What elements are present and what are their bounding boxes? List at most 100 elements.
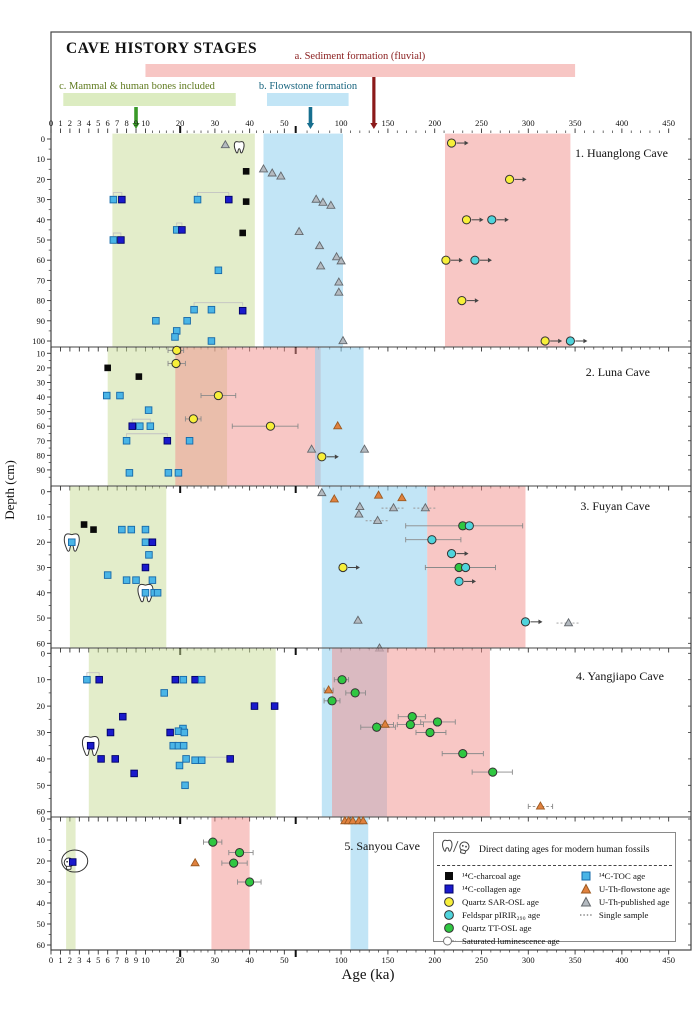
depth-tick-label: 20 xyxy=(37,174,46,184)
point-pir xyxy=(464,521,474,531)
legend-item-label: Quartz TT-OSL age xyxy=(462,922,532,933)
stage-band-pink xyxy=(332,648,490,817)
top-axis-tick-label: 10 xyxy=(141,118,150,128)
panel-label-fuyan: 3. Fuyan Cave xyxy=(580,499,650,513)
point-co xyxy=(106,728,115,737)
point-toc xyxy=(197,756,206,764)
bottom-axis-tick-label: 50 xyxy=(280,955,289,965)
point-co xyxy=(97,755,105,763)
bottom-axis-tick-label: 30 xyxy=(211,955,220,965)
point-pir xyxy=(454,576,464,587)
legend-item-label: Single sample xyxy=(598,909,649,920)
point-pir xyxy=(446,549,457,559)
depth-tick-label: 50 xyxy=(37,235,46,245)
point-up xyxy=(336,255,346,265)
point-uf xyxy=(397,492,407,502)
legend-item-label: U-Th-published age xyxy=(598,896,670,907)
point-co xyxy=(226,755,234,763)
point-uf xyxy=(190,857,200,867)
top-axis-tick-label: 3 xyxy=(77,118,81,128)
toc-square-icon xyxy=(579,870,594,882)
sample-bracket xyxy=(112,192,123,196)
point-up xyxy=(354,509,364,518)
depth-tick-label: 10 xyxy=(37,348,46,358)
depth-tick-label: 70 xyxy=(37,436,46,446)
legend-item-uth-published: U-Th-published age xyxy=(579,895,673,908)
point-toc xyxy=(109,195,118,204)
bottom-axis-tick-label: 150 xyxy=(382,955,395,965)
point-co xyxy=(270,702,279,710)
stage-band-blue xyxy=(350,817,369,950)
panel-label-huanglong: 1. Huanglong Cave xyxy=(575,146,668,160)
point-sar xyxy=(171,358,181,369)
top-axis-tick-label: 250 xyxy=(475,118,488,128)
top-axis-tick-label: 50 xyxy=(280,118,289,128)
point-pir xyxy=(520,617,531,627)
depth-tick-label: 0 xyxy=(41,134,45,144)
point-up xyxy=(338,335,348,345)
top-axis-tick-label: 300 xyxy=(522,118,535,128)
sample-bracket xyxy=(112,232,122,236)
legend-item-saturated: Saturated luminescence age xyxy=(442,934,579,947)
point-toc xyxy=(153,589,162,597)
top-axis-tick-label: 0 xyxy=(49,118,53,128)
min-age-arrow-head xyxy=(472,579,477,584)
point-tt xyxy=(245,877,255,887)
point-uf xyxy=(323,685,334,694)
depth-tick-label: 30 xyxy=(37,728,46,738)
point-toc xyxy=(193,195,202,204)
stage-band-pink xyxy=(211,817,250,950)
x-axis-title: Age (ka) xyxy=(342,967,395,983)
point-toc xyxy=(118,525,126,534)
point-sar xyxy=(265,421,276,431)
point-up xyxy=(306,444,317,453)
stage-band-pink xyxy=(444,133,571,347)
depth-tick-label: 10 xyxy=(37,512,46,522)
point-co xyxy=(225,195,233,204)
stage-bar-b xyxy=(266,93,349,106)
point-up xyxy=(315,261,326,270)
point-tt xyxy=(407,712,417,722)
min-age-arrow-head xyxy=(583,338,588,344)
legend-item-toc: ¹⁴C-TOC age xyxy=(579,869,673,882)
top-axis-tick-label: 30 xyxy=(211,118,220,128)
point-toc xyxy=(175,761,184,770)
point-uf xyxy=(358,815,368,825)
figure-title: CAVE HISTORY STAGES xyxy=(66,40,257,57)
point-toc xyxy=(180,728,189,737)
legend-item-label: ¹⁴C-collagen age xyxy=(462,883,521,894)
point-up xyxy=(220,139,231,149)
bottom-axis-tick-label: 250 xyxy=(475,955,488,965)
point-co xyxy=(128,422,136,430)
point-tt xyxy=(458,749,468,759)
stage-arrow-head xyxy=(370,123,378,129)
min-age-arrow-head xyxy=(538,619,543,625)
pirir-circle-icon xyxy=(442,909,457,921)
point-tt xyxy=(327,696,337,706)
point-co xyxy=(191,675,199,684)
stage-band-blue xyxy=(263,133,343,347)
stage-label-flowstone: b. Flowstone formation xyxy=(259,81,358,92)
point-toc xyxy=(125,469,134,477)
stage-band-green xyxy=(66,817,76,950)
point-tt xyxy=(432,717,443,727)
point-tt xyxy=(229,858,239,868)
point-up xyxy=(317,487,327,497)
depth-tick-label: 50 xyxy=(37,780,46,790)
depth-tick-label: 50 xyxy=(37,919,46,929)
point-co xyxy=(130,769,138,778)
charcoal-square-icon xyxy=(442,870,457,882)
top-axis-tick-label: 400 xyxy=(615,118,628,128)
point-toc xyxy=(146,422,155,430)
point-toc xyxy=(132,576,140,584)
point-co xyxy=(119,712,127,721)
point-toc xyxy=(160,689,168,697)
point-toc xyxy=(185,437,194,445)
top-axis-tick-label: 6 xyxy=(106,118,110,128)
legend-item-charcoal: ¹⁴C-charcoal age xyxy=(442,869,579,882)
y-axis-title: Depth (cm) xyxy=(2,460,17,520)
point-toc xyxy=(116,391,124,400)
legend-item-label: Feldspar pIRIR₂₉₀ age xyxy=(462,909,541,920)
depth-tick-label: 10 xyxy=(37,835,46,845)
point-toc xyxy=(68,538,76,546)
